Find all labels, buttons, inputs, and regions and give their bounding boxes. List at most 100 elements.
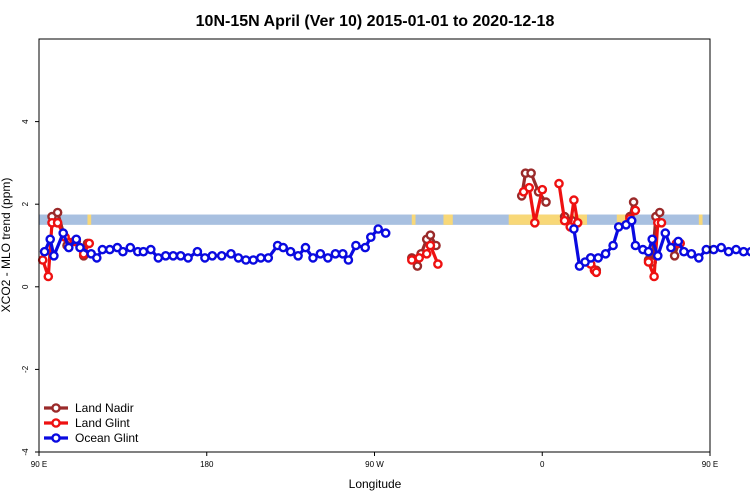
data-point [192,246,203,257]
data-point [628,197,639,207]
data-point [145,244,156,255]
data-point [626,215,637,226]
data-point [323,253,333,263]
data-point [175,250,186,261]
data-point [591,267,602,278]
data-point [669,250,680,261]
data-point [414,253,425,263]
data-point [686,248,697,259]
data-point [569,224,579,234]
data-point [421,248,432,259]
land-mask-segment [698,214,703,225]
data-point [351,240,361,251]
data-point [723,246,734,257]
data-point [263,253,274,263]
data-point [541,197,551,207]
data-point [285,246,296,257]
data-point [373,224,384,234]
data-point [673,236,684,247]
data-point [656,217,667,228]
data-point [58,228,69,238]
data-point [300,242,311,253]
chart-title: 10N-15N April (Ver 10) 2015-01-01 to 202… [196,13,555,30]
data-point [255,253,266,263]
data-point [216,250,227,261]
x-tick-label: 90 E [702,460,718,469]
data-point [278,242,289,253]
data-point [559,215,570,226]
data-point [200,253,210,263]
data-point [526,168,536,178]
legend-item: Land Glint [44,416,130,430]
series-ocean-glint [39,215,750,271]
legend-item: Ocean Glint [44,431,139,445]
data-point [608,240,618,251]
x-axis-label: Longitude [349,477,402,491]
legend-label: Land Nadir [75,401,134,415]
data-point [643,257,654,267]
data-point [52,217,63,228]
data-point [653,250,663,261]
land-mask-segment [411,214,416,225]
data-point [71,234,82,245]
data-point [248,255,259,265]
reference-band-rect [39,214,710,225]
data-point [49,250,59,261]
data-point [293,250,303,261]
reference-band [39,214,710,225]
y-tick-label: 0 [21,284,30,289]
data-point [630,240,641,251]
data-point [360,242,371,253]
data-point [365,232,376,242]
series-layer [37,168,750,282]
data-point [43,271,54,282]
data-point [643,246,654,257]
data-point [630,205,641,216]
data-point [160,250,171,261]
legend-swatch-marker [51,403,61,413]
data-point [613,222,624,232]
data-point [738,246,749,257]
data-point [45,234,56,245]
data-point [701,244,712,255]
land-mask-segment [508,214,587,225]
data-point [105,244,115,255]
data-point [380,228,391,238]
data-point [716,242,727,253]
data-point [654,207,665,218]
data-point [168,250,178,261]
x-tick-label: 90 W [365,460,384,469]
land-mask [87,214,703,225]
data-point [75,242,85,253]
x-tick-label: 0 [540,460,545,469]
data-point [97,244,108,255]
data-point [731,244,741,255]
legend-swatch-marker [51,433,61,443]
data-point [183,253,193,263]
data-point [593,253,604,263]
data-point [233,253,244,263]
data-point [660,228,671,238]
data-point [425,230,436,240]
legend-swatch-marker [51,418,61,428]
x-tick-label: 90 E [31,460,47,469]
land-mask-segment [616,214,627,225]
y-tick-label: 2 [21,201,30,206]
land-mask-segment [443,214,453,225]
data-point [37,255,48,265]
data-point [679,246,689,257]
legend-label: Land Glint [75,416,130,430]
data-point [343,255,354,265]
data-point [207,250,218,261]
data-point [425,240,436,251]
data-point [569,195,579,205]
data-point [64,242,74,253]
data-point [84,238,95,249]
data-point [241,255,251,265]
data-point [647,234,658,245]
data-point [666,242,676,253]
land-mask-segment [87,214,92,225]
